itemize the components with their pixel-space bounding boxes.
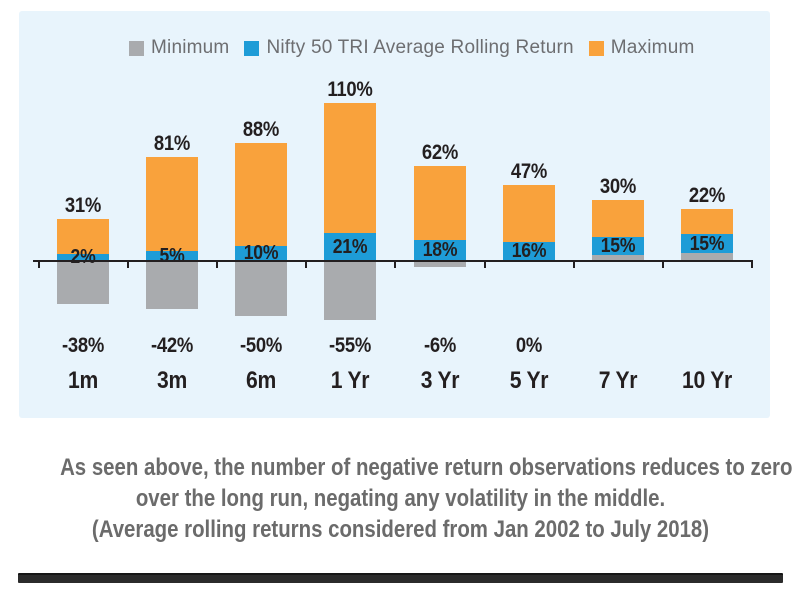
bar-avg-segment: [146, 251, 198, 260]
axis-tick: [38, 260, 40, 268]
avg-value-label: 2%: [70, 246, 96, 268]
legend-label-minimum: Minimum: [151, 37, 230, 58]
caption-line-3: (Average rolling returns considered from…: [91, 516, 710, 543]
bar-max-segment: [414, 166, 466, 240]
bar-max-segment: [324, 103, 376, 233]
bar-min-segment: [57, 260, 109, 304]
max-value-label: 81%: [153, 132, 191, 155]
max-value-label: 47%: [510, 160, 548, 183]
legend: Minimum Nifty 50 TRI Average Rolling Ret…: [129, 37, 695, 59]
legend-item-average: Nifty 50 TRI Average Rolling Return: [244, 37, 574, 59]
axis-tick: [394, 260, 396, 268]
x-axis-line: [33, 260, 753, 262]
min-value-label: -38%: [61, 334, 105, 357]
bar-min-segment: [235, 260, 287, 316]
category-label: 10 Yr: [682, 367, 732, 394]
category-label: 7 Yr: [598, 367, 638, 394]
axis-tick: [127, 260, 129, 268]
bar-avg-segment: [592, 237, 644, 255]
category-label: 3m: [156, 367, 188, 394]
axis-tick: [573, 260, 575, 268]
avg-value-label: 15%: [600, 235, 636, 257]
bars-layer: 31% 2% -38% 1m 81% 5% -42% 3m 88% 10% -50% 6m 110% 21…: [19, 11, 770, 418]
bottom-rule: [18, 573, 783, 583]
legend-item-maximum: Maximum: [588, 37, 695, 59]
bar-min-segment: [414, 260, 466, 267]
category-label: 1 Yr: [330, 367, 370, 394]
category-label: 1m: [67, 367, 99, 394]
bar-max-segment: [146, 157, 198, 251]
category-label: 3 Yr: [420, 367, 460, 394]
max-value-label: 30%: [599, 175, 637, 198]
bar-min-segment: [146, 260, 198, 309]
min-value-label: -55%: [328, 334, 372, 357]
minimum-swatch-icon: [129, 40, 144, 56]
axis-tick: [751, 260, 753, 268]
bar-min-segment: [324, 260, 376, 320]
axis-tick: [662, 260, 664, 268]
bar-avg-segment: [503, 242, 555, 260]
max-value-label: 31%: [64, 194, 102, 217]
category-label: 5 Yr: [509, 367, 549, 394]
bar-avg-segment: [681, 234, 733, 253]
avg-value-label: 15%: [689, 232, 725, 255]
min-value-label: -50%: [239, 334, 283, 357]
min-value-label: 0%: [515, 334, 543, 357]
caption-line-1: As seen above, the number of negative re…: [60, 454, 793, 481]
category-label: 6m: [245, 367, 277, 394]
bar-max-segment: [57, 219, 109, 254]
max-value-label: 88%: [242, 118, 280, 141]
maximum-swatch-icon: [588, 40, 604, 56]
bar-max-segment: [681, 209, 733, 234]
bar-max-segment: [235, 143, 287, 246]
bar-avg-segment: [414, 240, 466, 260]
legend-label-maximum: Maximum: [610, 37, 695, 58]
max-value-label: 110%: [327, 78, 373, 101]
axis-tick: [216, 260, 218, 268]
chart-panel: Minimum Nifty 50 TRI Average Rolling Ret…: [19, 11, 770, 418]
bar-max-segment: [592, 200, 644, 237]
min-value-label: -42%: [150, 334, 194, 357]
bar-max-segment: [503, 185, 555, 242]
avg-value-label: 16%: [511, 240, 547, 262]
average-swatch-icon: [244, 40, 260, 56]
max-value-label: 62%: [421, 141, 459, 164]
legend-item-minimum: Minimum: [129, 37, 229, 59]
caption-line-2: over the long run, negating any volatili…: [135, 485, 666, 512]
bar-avg-segment: [235, 246, 287, 260]
bar-min-segment: [681, 253, 733, 260]
legend-label-average: Nifty 50 TRI Average Rolling Return: [266, 37, 574, 58]
caption: As seen above, the number of negative re…: [0, 452, 801, 545]
axis-tick: [484, 260, 486, 268]
avg-value-label: 21%: [332, 235, 368, 258]
avg-value-label: 5%: [159, 244, 185, 267]
bar-min-segment: [592, 255, 644, 260]
bar-avg-segment: [324, 233, 376, 260]
avg-value-label: 10%: [243, 242, 279, 264]
bar-avg-segment: [57, 254, 109, 260]
min-value-label: -6%: [423, 334, 457, 357]
axis-tick: [305, 260, 307, 268]
max-value-label: 22%: [688, 184, 726, 207]
avg-value-label: 18%: [422, 239, 458, 261]
